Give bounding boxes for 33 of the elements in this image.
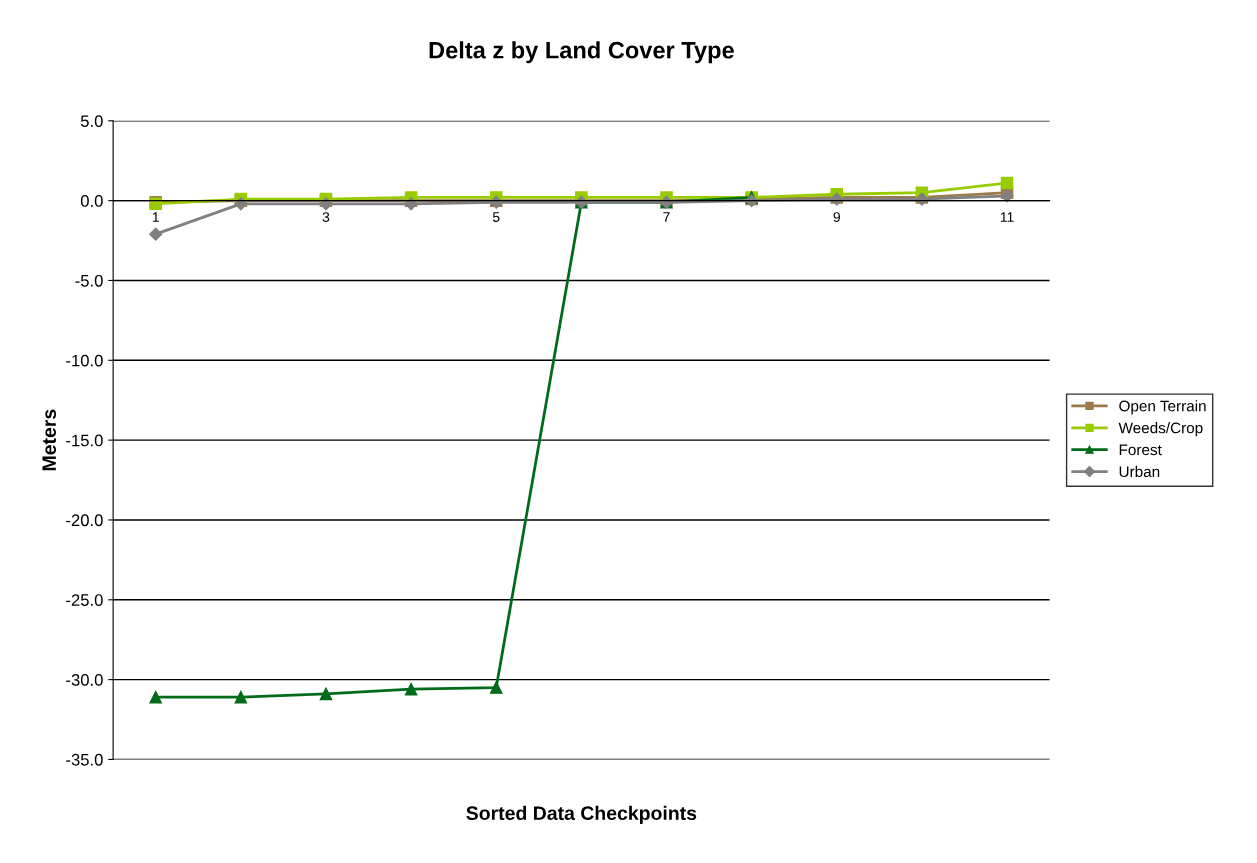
point: [404, 197, 418, 211]
y-tick-label: -10.0: [66, 354, 103, 367]
point: [319, 687, 333, 701]
x-tick-label: 7: [663, 212, 670, 222]
legend-label: Urban: [1119, 465, 1160, 478]
point: [149, 227, 163, 241]
x-tick-label: 5: [492, 212, 500, 222]
point: [149, 690, 162, 704]
y-tick-label: -25.0: [66, 594, 103, 606]
y-tick-label: 5.0: [80, 115, 103, 128]
chart-title: Delta z by Land Cover Type: [429, 41, 734, 64]
y-tick-label: -5.0: [75, 274, 103, 287]
y-tick-label: -35.0: [66, 753, 103, 766]
x-tick-label: 11: [1000, 212, 1014, 222]
y-tick-label: 0.0: [80, 195, 103, 207]
x-tick-label: 9: [833, 212, 840, 222]
legend-label: Weeds/Crop: [1118, 422, 1203, 437]
point: [234, 197, 248, 211]
y-axis-title: Meters: [42, 409, 57, 471]
point: [234, 690, 248, 704]
y-tick-label: -15.0: [66, 434, 103, 447]
x-axis-title: Sorted Data Checkpoints: [466, 805, 697, 824]
point: [1000, 189, 1014, 203]
legend-label: Forest: [1119, 444, 1162, 456]
point: [489, 681, 503, 694]
y-tick-label: -30.0: [66, 674, 103, 686]
legend-label: Open Terrain: [1119, 400, 1206, 415]
point: [404, 682, 418, 696]
point: [1000, 176, 1014, 190]
point: [319, 197, 333, 211]
y-tick-label: -20.0: [66, 514, 103, 527]
x-tick-label: 3: [322, 212, 330, 222]
x-tick-label: 1: [152, 212, 159, 222]
